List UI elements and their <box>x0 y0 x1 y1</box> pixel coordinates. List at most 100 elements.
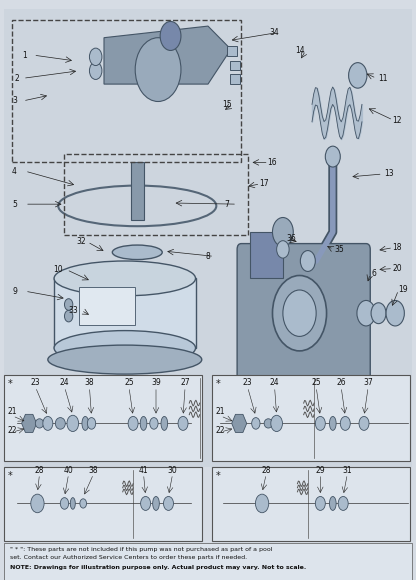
Circle shape <box>277 241 289 258</box>
Circle shape <box>89 62 102 79</box>
Text: 39: 39 <box>151 378 161 387</box>
Ellipse shape <box>82 416 89 430</box>
Circle shape <box>283 290 316 336</box>
Text: 4: 4 <box>12 166 17 176</box>
Circle shape <box>300 251 315 271</box>
Text: 29: 29 <box>315 466 325 476</box>
Bar <box>212 467 410 541</box>
Text: 26: 26 <box>336 378 346 387</box>
Text: *: * <box>8 470 13 481</box>
Circle shape <box>338 496 348 510</box>
Text: 38: 38 <box>84 378 94 387</box>
Text: 16: 16 <box>267 158 277 167</box>
Bar <box>230 74 240 84</box>
Ellipse shape <box>329 496 336 510</box>
Text: 9: 9 <box>12 287 17 296</box>
Circle shape <box>31 494 44 513</box>
Ellipse shape <box>70 498 75 509</box>
Ellipse shape <box>35 419 44 428</box>
Bar <box>212 375 410 461</box>
Text: *: * <box>8 379 13 389</box>
Text: 35: 35 <box>334 245 344 254</box>
Ellipse shape <box>54 261 196 296</box>
Bar <box>230 61 240 70</box>
Bar <box>4 375 202 461</box>
Text: 3: 3 <box>12 96 17 106</box>
Circle shape <box>80 499 87 508</box>
Circle shape <box>64 299 73 310</box>
Text: 23: 23 <box>30 378 40 387</box>
Ellipse shape <box>54 331 196 365</box>
Ellipse shape <box>161 416 168 430</box>
Text: 2: 2 <box>14 74 19 83</box>
Text: 25: 25 <box>311 378 321 387</box>
Circle shape <box>272 218 293 246</box>
Circle shape <box>255 494 269 513</box>
Circle shape <box>60 498 69 509</box>
Text: 22: 22 <box>8 426 17 435</box>
Text: 37: 37 <box>363 378 373 387</box>
Text: 24: 24 <box>59 378 69 387</box>
Text: 18: 18 <box>393 243 402 252</box>
Text: 41: 41 <box>139 466 149 476</box>
Text: 1: 1 <box>22 50 27 60</box>
FancyBboxPatch shape <box>237 244 370 383</box>
Circle shape <box>67 415 79 432</box>
Circle shape <box>43 416 53 430</box>
Circle shape <box>160 21 181 50</box>
Circle shape <box>87 418 96 429</box>
Bar <box>64 154 248 235</box>
Text: 28: 28 <box>262 466 271 476</box>
Text: 10: 10 <box>53 265 63 274</box>
Circle shape <box>271 415 282 432</box>
Circle shape <box>64 310 73 322</box>
Circle shape <box>315 416 325 430</box>
Bar <box>4 543 412 580</box>
Text: 7: 7 <box>224 200 229 209</box>
Bar <box>227 46 237 56</box>
Text: 6: 6 <box>372 269 377 278</box>
Text: 32: 32 <box>76 237 86 246</box>
Bar <box>54 278 196 348</box>
Text: 21: 21 <box>8 407 17 416</box>
Bar <box>131 162 144 220</box>
Text: 22: 22 <box>216 426 225 435</box>
Text: 34: 34 <box>270 28 280 37</box>
Text: 25: 25 <box>124 378 134 387</box>
Circle shape <box>252 418 260 429</box>
Circle shape <box>128 416 138 430</box>
Ellipse shape <box>153 496 159 510</box>
Polygon shape <box>22 414 37 433</box>
Ellipse shape <box>55 418 65 429</box>
Circle shape <box>315 496 325 510</box>
Text: set. Contact our Authorized Service Centers to order these parts if needed.: set. Contact our Authorized Service Cent… <box>10 556 248 560</box>
Text: 33: 33 <box>68 306 78 315</box>
Circle shape <box>325 146 340 167</box>
Circle shape <box>89 48 102 66</box>
Text: 14: 14 <box>295 46 305 55</box>
Ellipse shape <box>329 416 336 430</box>
Circle shape <box>386 300 404 326</box>
Circle shape <box>357 300 375 326</box>
Text: 11: 11 <box>378 74 387 83</box>
Circle shape <box>141 496 151 510</box>
Text: 24: 24 <box>270 378 280 387</box>
Ellipse shape <box>264 419 272 428</box>
Ellipse shape <box>48 345 202 374</box>
Text: 30: 30 <box>168 466 178 476</box>
Text: 13: 13 <box>384 169 394 179</box>
Text: 21: 21 <box>216 407 225 416</box>
Bar <box>4 467 202 541</box>
Bar <box>4 9 412 467</box>
Ellipse shape <box>112 245 162 260</box>
Circle shape <box>163 496 173 510</box>
Ellipse shape <box>140 416 147 430</box>
Text: *: * <box>216 379 221 389</box>
Text: NOTE: Drawings for illustration purpose only. Actual product may vary. Not to sc: NOTE: Drawings for illustration purpose … <box>10 565 307 570</box>
Text: 27: 27 <box>180 378 190 387</box>
Text: *: * <box>216 470 221 481</box>
Text: 23: 23 <box>243 378 253 387</box>
Bar <box>12 20 241 162</box>
Text: 28: 28 <box>35 466 44 476</box>
Bar <box>79 287 135 325</box>
